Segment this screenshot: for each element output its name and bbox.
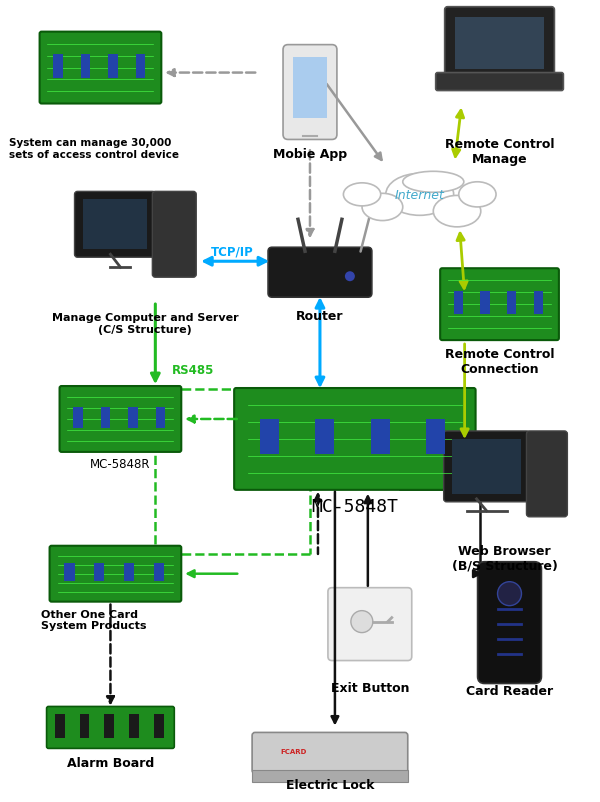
Ellipse shape: [433, 196, 481, 228]
Circle shape: [351, 611, 373, 633]
Text: Remote Control
Manage: Remote Control Manage: [445, 138, 554, 166]
Text: MC-5848R: MC-5848R: [90, 457, 151, 470]
FancyBboxPatch shape: [73, 407, 83, 429]
Text: MC-5848T: MC-5848T: [311, 497, 398, 515]
Text: Other One Card
System Products: Other One Card System Products: [41, 609, 146, 630]
Text: Alarm Board: Alarm Board: [67, 756, 154, 769]
FancyBboxPatch shape: [156, 407, 165, 429]
FancyBboxPatch shape: [64, 564, 74, 581]
Text: Remote Control
Connection: Remote Control Connection: [445, 347, 554, 375]
FancyBboxPatch shape: [154, 715, 164, 739]
Text: FCARD: FCARD: [280, 748, 307, 755]
Ellipse shape: [386, 174, 454, 216]
FancyBboxPatch shape: [104, 715, 115, 739]
Text: TCP/IP: TCP/IP: [211, 245, 254, 258]
FancyBboxPatch shape: [94, 564, 104, 581]
FancyBboxPatch shape: [454, 291, 463, 315]
Ellipse shape: [459, 183, 496, 208]
FancyBboxPatch shape: [293, 58, 327, 119]
Text: Manage Computer and Server
(C/S Structure): Manage Computer and Server (C/S Structur…: [52, 313, 239, 334]
Text: Card Reader: Card Reader: [466, 683, 553, 697]
FancyBboxPatch shape: [452, 439, 521, 494]
FancyBboxPatch shape: [80, 715, 89, 739]
FancyBboxPatch shape: [481, 291, 490, 315]
Text: Exit Button: Exit Button: [331, 681, 409, 694]
FancyBboxPatch shape: [260, 419, 279, 454]
Ellipse shape: [403, 172, 464, 193]
FancyBboxPatch shape: [436, 74, 563, 91]
FancyBboxPatch shape: [128, 407, 137, 429]
Text: System can manage 30,000
sets of access control device: System can manage 30,000 sets of access …: [8, 138, 179, 160]
Text: RS485: RS485: [172, 363, 215, 376]
Ellipse shape: [343, 184, 381, 207]
FancyBboxPatch shape: [50, 546, 181, 602]
FancyBboxPatch shape: [83, 200, 148, 250]
FancyBboxPatch shape: [81, 55, 90, 79]
FancyBboxPatch shape: [443, 431, 529, 502]
Text: Mobie App: Mobie App: [273, 148, 347, 161]
FancyBboxPatch shape: [526, 431, 568, 517]
FancyBboxPatch shape: [40, 33, 161, 104]
FancyBboxPatch shape: [59, 387, 181, 452]
Text: Web Browser
(B/S Structure): Web Browser (B/S Structure): [452, 544, 557, 572]
FancyBboxPatch shape: [234, 388, 476, 490]
FancyBboxPatch shape: [371, 419, 389, 454]
FancyBboxPatch shape: [109, 55, 118, 79]
FancyBboxPatch shape: [445, 8, 554, 79]
FancyBboxPatch shape: [426, 419, 445, 454]
FancyBboxPatch shape: [268, 248, 372, 298]
Ellipse shape: [362, 194, 403, 221]
FancyBboxPatch shape: [440, 269, 559, 341]
FancyBboxPatch shape: [252, 732, 408, 773]
FancyBboxPatch shape: [47, 707, 174, 748]
Circle shape: [345, 272, 355, 282]
FancyBboxPatch shape: [136, 55, 145, 79]
FancyBboxPatch shape: [152, 192, 196, 277]
FancyBboxPatch shape: [478, 562, 541, 683]
Text: Internet: Internet: [395, 188, 445, 201]
FancyBboxPatch shape: [455, 18, 544, 70]
Text: Router: Router: [296, 310, 344, 322]
FancyBboxPatch shape: [534, 291, 543, 315]
Text: Electric Lock: Electric Lock: [286, 779, 374, 792]
FancyBboxPatch shape: [154, 564, 164, 581]
FancyBboxPatch shape: [53, 55, 63, 79]
FancyBboxPatch shape: [124, 564, 134, 581]
FancyBboxPatch shape: [101, 407, 110, 429]
Circle shape: [497, 582, 521, 606]
FancyBboxPatch shape: [507, 291, 517, 315]
FancyBboxPatch shape: [55, 715, 65, 739]
FancyBboxPatch shape: [315, 419, 334, 454]
FancyBboxPatch shape: [328, 588, 412, 661]
FancyBboxPatch shape: [74, 192, 155, 258]
FancyBboxPatch shape: [252, 771, 408, 783]
FancyBboxPatch shape: [283, 46, 337, 140]
FancyBboxPatch shape: [130, 715, 139, 739]
